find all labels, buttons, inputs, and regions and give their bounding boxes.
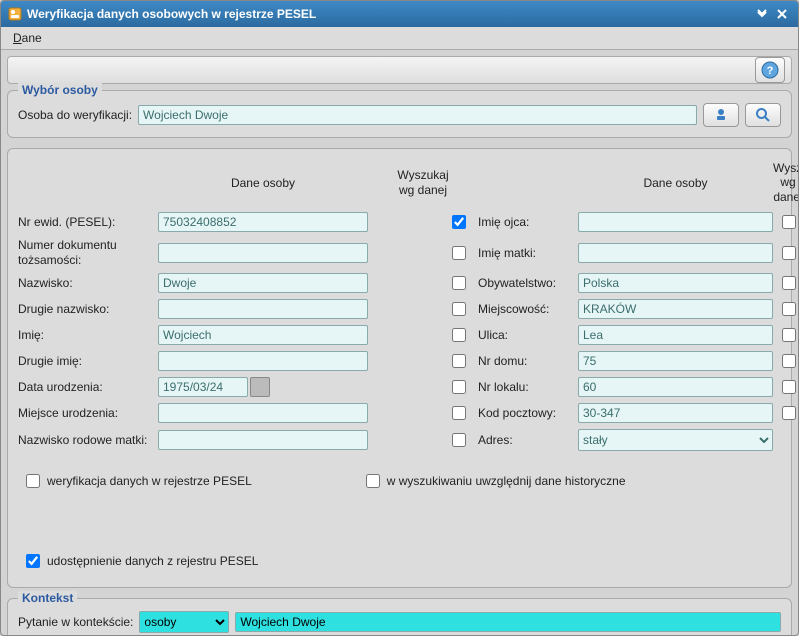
houseno-label: Nr domu: [478, 354, 578, 368]
name-input[interactable] [158, 325, 368, 345]
person-select-legend: Wybór osoby [18, 83, 102, 97]
close-control[interactable] [772, 5, 792, 23]
docnum-label: Numer dokumentu tożsamości: [18, 238, 158, 267]
context-text-input[interactable] [235, 612, 781, 632]
pesel-input[interactable] [158, 212, 368, 232]
hdr-dane-left: Dane osoby [158, 176, 368, 192]
city-search-checkbox[interactable] [782, 302, 796, 316]
mother-label: Imię matki: [478, 246, 578, 260]
pesel-search-checkbox[interactable] [452, 215, 466, 229]
city-input[interactable] [578, 299, 773, 319]
share-option[interactable]: udostępnienie danych z rejestru PESEL [22, 551, 258, 571]
person-select-panel: Wybór osoby Osoba do weryfikacji: [7, 90, 792, 138]
surname-input[interactable] [158, 273, 368, 293]
citizenship-input[interactable] [578, 273, 773, 293]
options-row: weryfikacja danych w rejestrze PESEL w w… [18, 465, 781, 577]
name-search-checkbox[interactable] [452, 328, 466, 342]
app-icon [7, 6, 23, 22]
houseno-input[interactable] [578, 351, 773, 371]
toolbar: ? [7, 56, 792, 84]
address-select[interactable]: stały [578, 429, 773, 451]
street-search-checkbox[interactable] [782, 328, 796, 342]
titlebar: Weryfikacja danych osobowych w rejestrze… [1, 1, 798, 27]
dob-input[interactable] [158, 377, 248, 397]
docnum-input[interactable] [158, 243, 368, 263]
citizenship-label: Obywatelstwo: [478, 276, 578, 290]
historical-checkbox[interactable] [366, 474, 380, 488]
verify-checkbox[interactable] [26, 474, 40, 488]
share-label: udostępnienie danych z rejestru PESEL [47, 554, 258, 568]
surname2-search-checkbox[interactable] [452, 302, 466, 316]
pob-input[interactable] [158, 403, 368, 423]
verify-label: weryfikacja danych w rejestrze PESEL [47, 474, 252, 488]
minimize-control[interactable] [752, 5, 772, 23]
dob-calendar-button[interactable] [250, 377, 270, 397]
houseno-search-checkbox[interactable] [782, 354, 796, 368]
historical-option[interactable]: w wyszukiwaniu uwzględnij dane historycz… [362, 471, 626, 491]
street-label: Ulica: [478, 328, 578, 342]
father-input[interactable] [578, 212, 773, 232]
father-search-checkbox[interactable] [782, 215, 796, 229]
hdr-dane-right: Dane osoby [578, 176, 773, 192]
window-title: Weryfikacja danych osobowych w rejestrze… [27, 7, 752, 21]
citizenship-search-checkbox[interactable] [782, 276, 796, 290]
person-pick-button[interactable] [703, 103, 739, 127]
address-label: Adres: [478, 433, 578, 447]
context-label: Pytanie w kontekście: [18, 615, 133, 629]
menubar: Dane [1, 27, 798, 50]
content-area: ? Wybór osoby Osoba do weryfikacji: [1, 50, 798, 635]
maiden-input[interactable] [158, 430, 368, 450]
share-checkbox[interactable] [26, 554, 40, 568]
context-select[interactable]: osoby [139, 611, 229, 633]
person-select-input[interactable] [138, 105, 697, 125]
mother-search-checkbox[interactable] [782, 246, 796, 260]
menu-dane[interactable]: Dane [7, 29, 48, 47]
person-search-button[interactable] [745, 103, 781, 127]
svg-text:?: ? [767, 65, 774, 77]
street-input[interactable] [578, 325, 773, 345]
person-data-grid: Dane osoby Wyszukajwg danej Dane osoby W… [18, 161, 781, 451]
city-label: Miejscowość: [478, 302, 578, 316]
father-label: Imię ojca: [478, 215, 578, 229]
aptno-search-checkbox[interactable] [782, 380, 796, 394]
pob-label: Miejsce urodzenia: [18, 406, 158, 420]
name2-search-checkbox[interactable] [452, 354, 466, 368]
maiden-search-checkbox[interactable] [452, 433, 466, 447]
verify-option[interactable]: weryfikacja danych w rejestrze PESEL [22, 471, 252, 491]
person-select-label: Osoba do weryfikacji: [18, 108, 132, 122]
zip-label: Kod pocztowy: [478, 406, 578, 420]
surname2-label: Drugie nazwisko: [18, 302, 158, 316]
aptno-label: Nr lokalu: [478, 380, 578, 394]
surname-search-checkbox[interactable] [452, 276, 466, 290]
menu-dane-label-rest: ane [22, 31, 42, 45]
context-legend: Kontekst [18, 591, 77, 605]
person-data-panel: Dane osoby Wyszukajwg danej Dane osoby W… [7, 148, 792, 588]
hdr-wyszukaj-right: Wyszukajwg danej [773, 161, 798, 206]
zip-input[interactable] [578, 403, 773, 423]
context-panel: Kontekst Pytanie w kontekście: osoby [7, 598, 792, 635]
surname-label: Nazwisko: [18, 276, 158, 290]
help-button[interactable]: ? [755, 57, 785, 83]
name-label: Imię: [18, 328, 158, 342]
mother-input[interactable] [578, 243, 773, 263]
name2-input[interactable] [158, 351, 368, 371]
dob-label: Data urodzenia: [18, 380, 158, 394]
pesel-verification-window: Weryfikacja danych osobowych w rejestrze… [0, 0, 799, 636]
historical-label: w wyszukiwaniu uwzględnij dane historycz… [387, 474, 626, 488]
hdr-wyszukaj-left: Wyszukajwg danej [368, 168, 478, 199]
pesel-label: Nr ewid. (PESEL): [18, 215, 158, 229]
pob-search-checkbox[interactable] [452, 406, 466, 420]
docnum-search-checkbox[interactable] [452, 246, 466, 260]
menu-dane-accel: D [13, 31, 22, 45]
dob-search-checkbox[interactable] [452, 380, 466, 394]
name2-label: Drugie imię: [18, 354, 158, 368]
zip-search-checkbox[interactable] [782, 406, 796, 420]
aptno-input[interactable] [578, 377, 773, 397]
maiden-label: Nazwisko rodowe matki: [18, 433, 158, 447]
surname2-input[interactable] [158, 299, 368, 319]
